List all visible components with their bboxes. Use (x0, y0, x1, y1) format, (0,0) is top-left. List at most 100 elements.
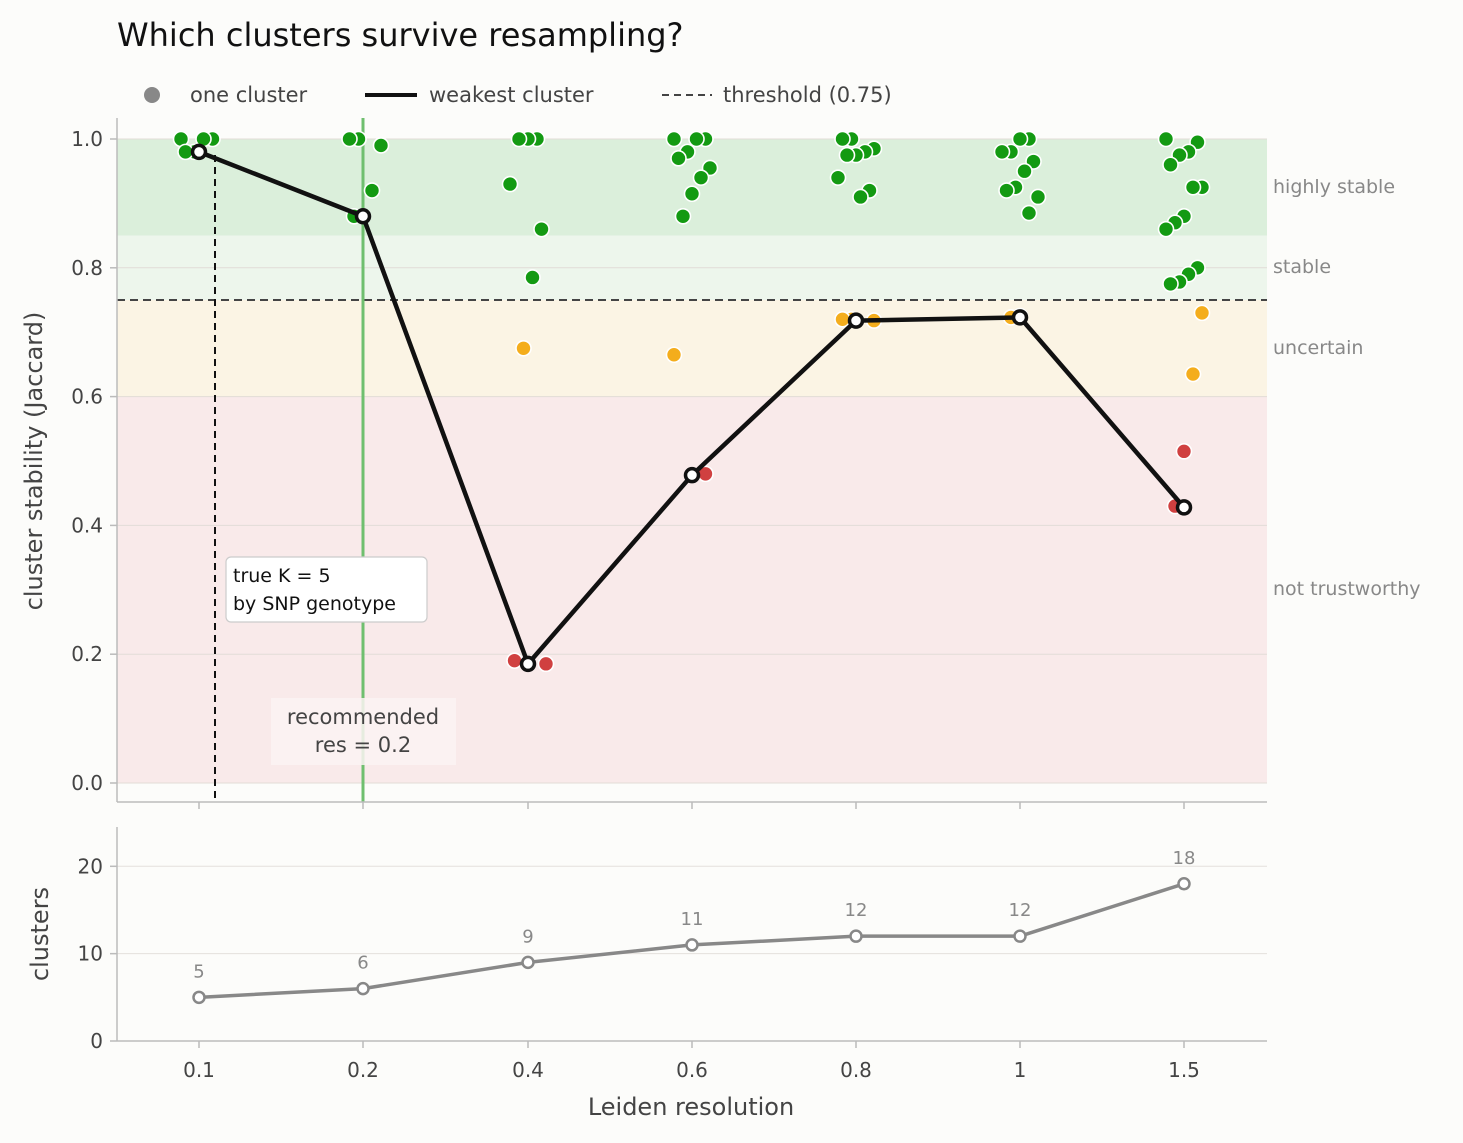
weakest-point (683, 466, 701, 484)
cluster-dot (1184, 179, 1202, 196)
weakest-point (354, 208, 372, 225)
cluster-count-label: 12 (845, 900, 868, 921)
cluster-dots (172, 130, 1211, 673)
true-k-line1: true K = 5 (233, 565, 331, 587)
cluster-dot (524, 269, 541, 286)
legend-dot-marker (144, 87, 160, 103)
legend: one cluster weakest cluster threshold (0… (144, 83, 892, 107)
cluster-dot (510, 130, 528, 148)
top-y-tick-label: 0.8 (71, 256, 103, 280)
reference-lines (117, 118, 1267, 802)
cluster-dot (1184, 365, 1202, 383)
cluster-dot (692, 169, 710, 186)
cluster-dot (1162, 156, 1179, 174)
legend-threshold: threshold (0.75) (723, 83, 892, 107)
top-y-tick-label: 0.4 (71, 513, 103, 537)
cluster-count-point (192, 990, 206, 1005)
x-axis-label: Leiden resolution (588, 1093, 794, 1121)
cluster-dot (1016, 162, 1033, 180)
chart-title: Which clusters survive resampling? (117, 16, 684, 54)
bottom-y-axis-label: clusters (26, 887, 54, 981)
cluster-dot (674, 207, 692, 225)
bottom-y-tick-label: 10 (78, 942, 103, 966)
legend-weakest-cluster: weakest cluster (429, 83, 594, 107)
weakest-point (519, 655, 537, 673)
cluster-dot (683, 185, 701, 203)
cluster-dot (829, 169, 847, 186)
band-label-2: uncertain (1273, 337, 1363, 359)
cluster-dot (515, 339, 532, 357)
cluster-count-label: 6 (357, 953, 368, 974)
true-k-box (225, 556, 428, 623)
cluster-dot (993, 143, 1011, 161)
cluster-count-label: 9 (522, 926, 533, 947)
legend-one-cluster: one cluster (190, 83, 308, 107)
cluster-count-point (521, 955, 535, 970)
x-tick-label: 0.8 (840, 1058, 872, 1082)
cluster-dot (834, 130, 851, 148)
cluster-dot (1157, 220, 1175, 238)
annotations: true K = 5 by SNP genotype recommended res … (225, 556, 456, 765)
cluster-count-point (356, 981, 370, 996)
cluster-dot (688, 130, 705, 148)
cluster-dot (1029, 188, 1047, 206)
weakest-cluster-series (190, 143, 1193, 673)
x-tick-label: 0.4 (512, 1058, 544, 1082)
top-y-tick-label: 1.0 (71, 127, 103, 151)
cluster-dot (670, 150, 687, 167)
cluster-dot (1157, 130, 1175, 148)
weakest-point (190, 143, 208, 161)
top-axes: 0.0 0.2 0.4 0.6 0.8 1.0 (71, 118, 1267, 809)
recommended-line2: res = 0.2 (315, 733, 411, 757)
top-y-tick-label: 0.2 (71, 642, 103, 666)
cluster-dot (1020, 204, 1038, 222)
top-y-axis-label: cluster stability (Jaccard) (20, 312, 48, 611)
weakest-point (847, 312, 865, 329)
bottom-axes: 0 10 20 0.1 0.2 0.4 0.6 0.8 1 1.5 (78, 827, 1267, 1082)
bottom-gridlines (117, 865, 1267, 955)
cluster-dot (998, 182, 1015, 199)
cluster-dot (363, 182, 381, 199)
recommended-box (271, 698, 456, 765)
cluster-dot (537, 655, 555, 673)
stability-bands: highly stable stable uncertain not trustwor… (117, 139, 1421, 783)
cluster-count-label: 11 (681, 909, 704, 930)
x-tick-label: 0.2 (347, 1058, 379, 1082)
weakest-point (1175, 499, 1193, 516)
recommended-line1: recommended (287, 705, 439, 729)
cluster-count-label: 12 (1009, 900, 1032, 921)
cluster-count-point (1177, 877, 1191, 891)
band-label-3: not trustworthy (1273, 578, 1421, 600)
cluster-dot (838, 146, 856, 164)
cluster-dot (506, 652, 523, 669)
cluster-dot (665, 130, 683, 148)
cluster-count-series: 5 6 9 11 12 12 18 (192, 848, 1196, 1005)
cluster-dot (1193, 304, 1211, 322)
x-tick-label: 1 (1014, 1058, 1027, 1082)
band-2 (117, 300, 1267, 397)
cluster-dot (1011, 130, 1029, 148)
top-y-tick-label: 0.0 (71, 771, 103, 795)
cluster-dot (501, 175, 519, 193)
bottom-y-tick-label: 0 (90, 1029, 103, 1053)
bottom-y-tick-label: 20 (78, 854, 103, 878)
band-label-1: stable (1273, 256, 1331, 278)
band-label-0: highly stable (1273, 176, 1395, 198)
weakest-point (1011, 309, 1029, 326)
cluster-dot (533, 220, 550, 238)
cluster-count-label: 5 (193, 961, 204, 982)
x-tick-label: 0.6 (676, 1058, 708, 1082)
cluster-count-point (1013, 929, 1027, 943)
cluster-count-label: 18 (1173, 848, 1196, 869)
cluster-dot (834, 311, 851, 328)
x-tick-label: 0.1 (183, 1058, 215, 1082)
cluster-dot (1175, 443, 1193, 460)
true-k-line2: by SNP genotype (233, 593, 396, 615)
top-y-tick-label: 0.6 (71, 385, 103, 409)
cluster-dot (852, 188, 869, 206)
cluster-dot (372, 137, 390, 154)
cluster-dot (665, 346, 683, 364)
x-tick-label: 1.5 (1168, 1058, 1200, 1082)
cluster-count-point (685, 938, 699, 952)
